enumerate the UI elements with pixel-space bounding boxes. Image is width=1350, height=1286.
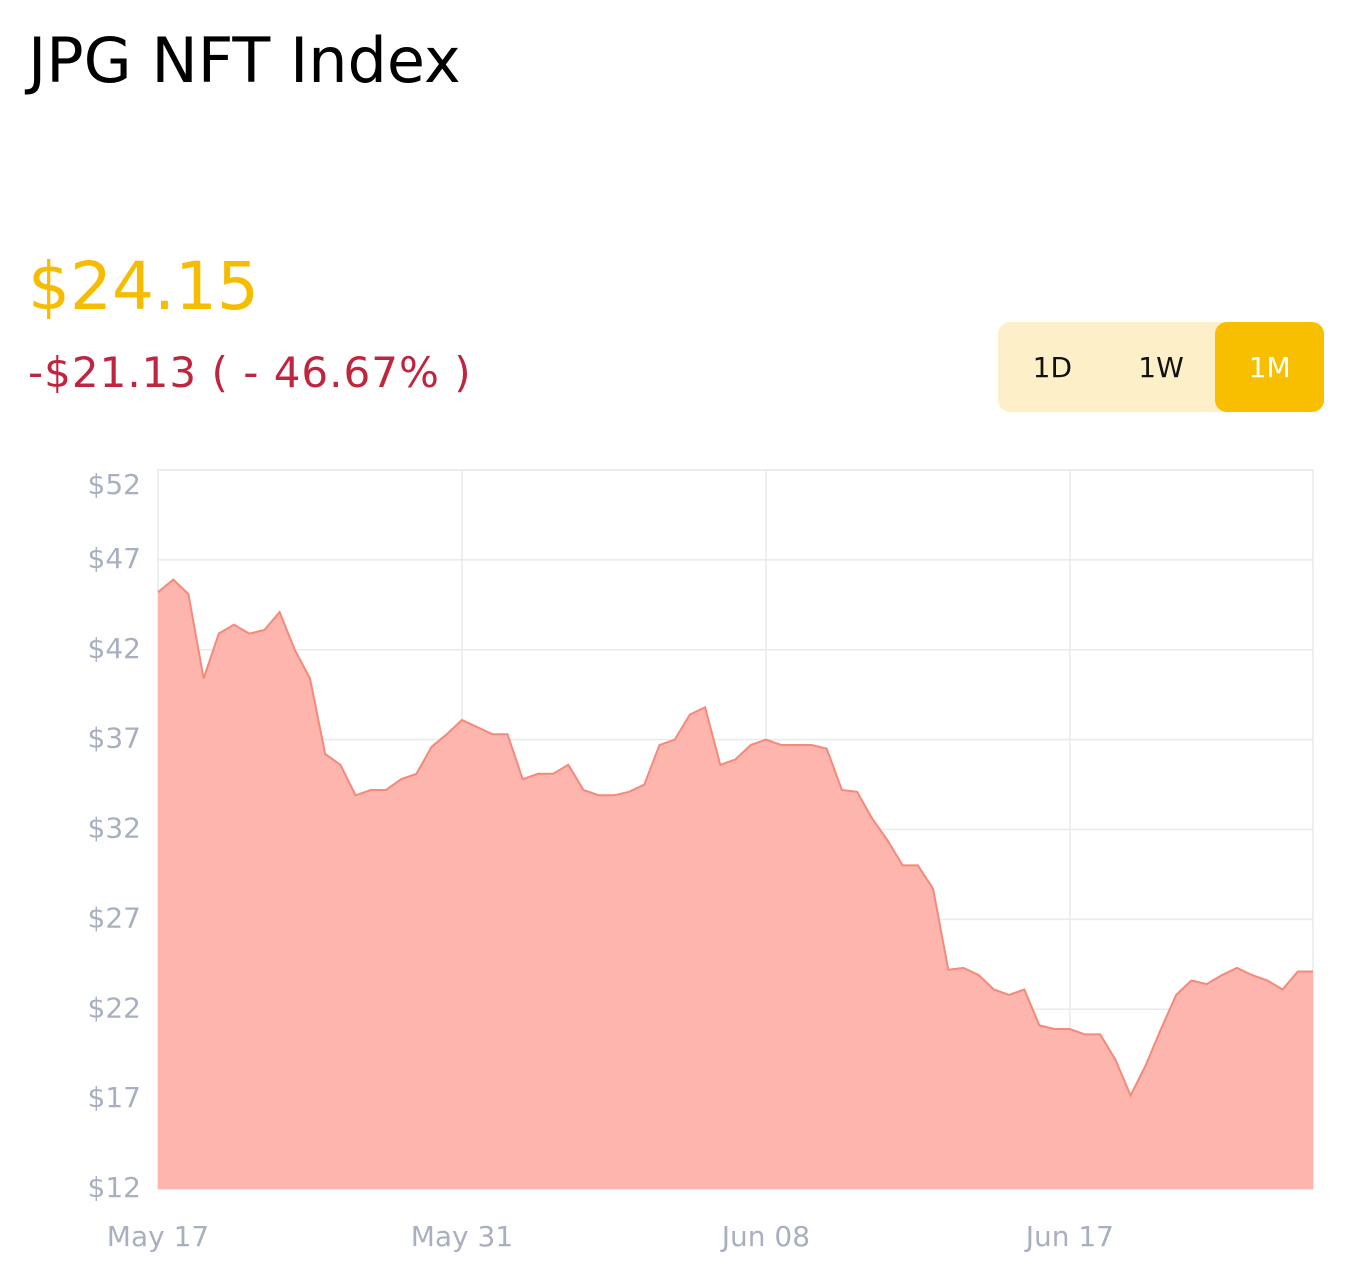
area-line xyxy=(157,578,1313,1098)
y-tick-label: $47 xyxy=(88,542,141,575)
range-button[interactable]: 1W xyxy=(1138,350,1184,384)
range-button[interactable]: 1D xyxy=(1032,350,1073,384)
y-tick-label: $17 xyxy=(88,1081,141,1114)
x-tick-label: May 17 xyxy=(107,1220,209,1253)
y-tick-label: $32 xyxy=(88,812,141,845)
x-tick-label: May 31 xyxy=(411,1220,513,1253)
y-tick-label: $22 xyxy=(88,991,141,1024)
price-change: -$21.13 ( - 46.67% ) xyxy=(28,348,472,397)
y-tick-label: $37 xyxy=(88,722,141,755)
y-tick-label: $52 xyxy=(88,468,141,501)
y-tick-label: $12 xyxy=(88,1171,141,1204)
range-selector: 1D 1W 1M xyxy=(998,322,1325,412)
x-tick-label: Jun 08 xyxy=(720,1220,810,1253)
chart: $12 $17 $22 $27 $32 $37 $42 $47 $52 May 17 May 31 J… xyxy=(88,468,1314,1253)
x-tick-label: Jun 17 xyxy=(1024,1220,1114,1253)
area-fill xyxy=(158,579,1313,1189)
y-tick-label: $27 xyxy=(88,901,141,934)
title: JPG NFT Index xyxy=(28,24,461,97)
range-button[interactable]: 1M xyxy=(1215,322,1325,412)
y-tick-label: $42 xyxy=(88,632,141,665)
price: $24.15 xyxy=(28,248,259,325)
